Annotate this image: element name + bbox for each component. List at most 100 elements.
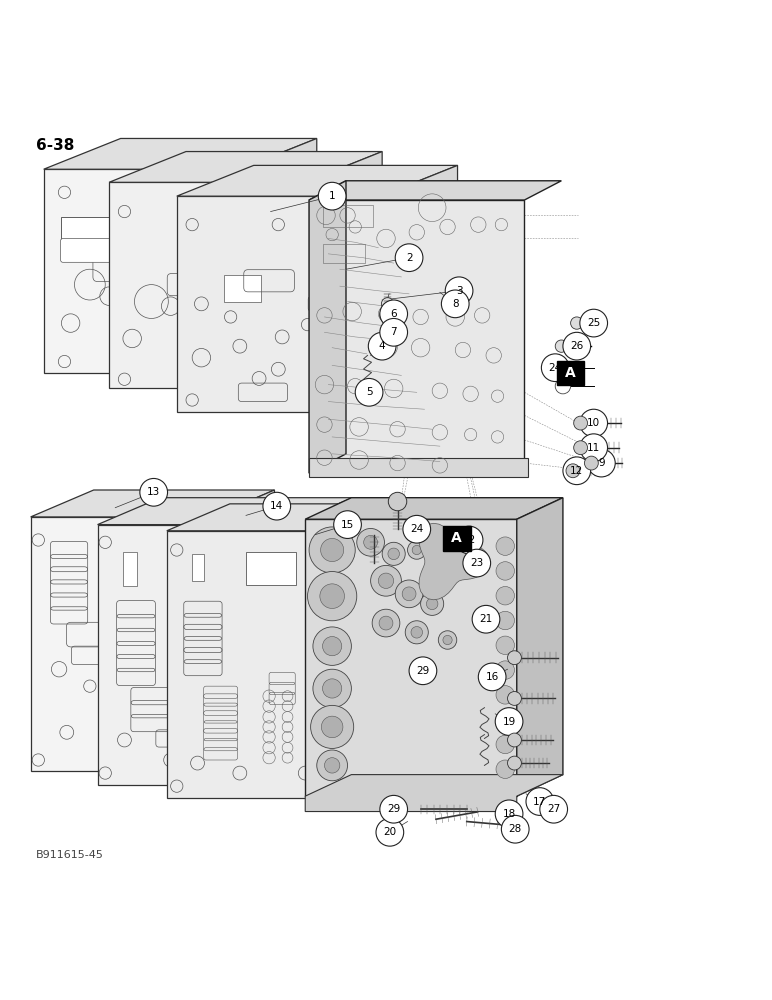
Circle shape xyxy=(318,182,346,210)
Circle shape xyxy=(378,573,394,588)
Circle shape xyxy=(541,354,569,382)
Text: 28: 28 xyxy=(509,824,522,834)
Circle shape xyxy=(376,818,404,846)
Circle shape xyxy=(380,300,408,328)
Circle shape xyxy=(566,464,580,478)
Circle shape xyxy=(317,750,347,781)
Circle shape xyxy=(405,621,428,644)
Bar xyxy=(123,552,137,586)
Text: 2: 2 xyxy=(406,253,412,263)
Circle shape xyxy=(496,537,514,555)
Circle shape xyxy=(313,627,351,665)
Text: 16: 16 xyxy=(486,672,499,682)
Circle shape xyxy=(364,535,378,549)
Circle shape xyxy=(507,733,521,747)
Circle shape xyxy=(496,611,514,630)
Circle shape xyxy=(321,716,343,738)
Polygon shape xyxy=(365,504,428,798)
Text: 9: 9 xyxy=(598,458,604,468)
Circle shape xyxy=(323,679,342,698)
Circle shape xyxy=(140,478,168,506)
Circle shape xyxy=(571,317,583,329)
Circle shape xyxy=(372,609,400,637)
Text: 19: 19 xyxy=(503,717,516,727)
Circle shape xyxy=(555,340,567,352)
Circle shape xyxy=(426,598,438,610)
Text: 27: 27 xyxy=(547,804,560,814)
Circle shape xyxy=(496,686,514,704)
Text: 29: 29 xyxy=(416,666,429,676)
Circle shape xyxy=(507,756,521,770)
Circle shape xyxy=(495,800,523,828)
Polygon shape xyxy=(305,519,516,796)
Polygon shape xyxy=(305,775,563,812)
Circle shape xyxy=(323,637,342,656)
Circle shape xyxy=(540,795,567,823)
Circle shape xyxy=(382,542,405,565)
Text: B911615-45: B911615-45 xyxy=(36,850,104,860)
Circle shape xyxy=(409,657,437,685)
Text: 14: 14 xyxy=(270,501,283,511)
Circle shape xyxy=(421,592,444,615)
Text: 6: 6 xyxy=(391,309,397,319)
Circle shape xyxy=(472,605,499,633)
Circle shape xyxy=(402,587,416,601)
Text: 3: 3 xyxy=(455,286,462,296)
Circle shape xyxy=(309,527,355,573)
Bar xyxy=(62,217,111,254)
Circle shape xyxy=(395,580,423,608)
Polygon shape xyxy=(44,138,317,169)
Text: 22: 22 xyxy=(462,535,476,545)
Circle shape xyxy=(526,788,554,815)
Text: 26: 26 xyxy=(571,341,584,351)
Text: 17: 17 xyxy=(533,797,547,807)
Circle shape xyxy=(368,332,396,360)
Circle shape xyxy=(496,661,514,679)
Circle shape xyxy=(411,627,422,638)
Polygon shape xyxy=(97,498,353,525)
Circle shape xyxy=(263,492,290,520)
Polygon shape xyxy=(109,182,305,388)
Circle shape xyxy=(334,511,361,538)
Bar xyxy=(323,244,365,263)
Polygon shape xyxy=(167,504,428,531)
Circle shape xyxy=(320,584,344,608)
Bar xyxy=(309,458,528,477)
Circle shape xyxy=(574,416,587,430)
Polygon shape xyxy=(31,490,275,517)
Polygon shape xyxy=(240,138,317,373)
Bar xyxy=(225,275,262,302)
Polygon shape xyxy=(31,517,212,771)
Polygon shape xyxy=(167,531,365,798)
Bar xyxy=(246,552,296,585)
Circle shape xyxy=(388,548,399,560)
Text: 15: 15 xyxy=(341,520,354,530)
Circle shape xyxy=(455,526,483,554)
Circle shape xyxy=(313,669,351,708)
Polygon shape xyxy=(381,165,458,412)
Bar xyxy=(443,526,471,551)
Circle shape xyxy=(371,565,401,596)
Text: 29: 29 xyxy=(387,804,401,814)
Polygon shape xyxy=(177,165,458,196)
Text: 13: 13 xyxy=(147,487,161,497)
Circle shape xyxy=(357,528,384,556)
Circle shape xyxy=(496,562,514,580)
Circle shape xyxy=(495,708,523,735)
Circle shape xyxy=(358,382,377,400)
Bar xyxy=(323,205,373,227)
Text: 7: 7 xyxy=(391,327,397,337)
Circle shape xyxy=(307,572,357,621)
Polygon shape xyxy=(305,152,382,388)
Text: 25: 25 xyxy=(587,318,601,328)
Text: 12: 12 xyxy=(571,466,584,476)
Circle shape xyxy=(412,545,422,555)
Polygon shape xyxy=(419,523,489,600)
Circle shape xyxy=(496,735,514,754)
Circle shape xyxy=(310,705,354,748)
Bar xyxy=(557,361,584,385)
Circle shape xyxy=(380,308,395,323)
Text: 1: 1 xyxy=(329,191,336,201)
Circle shape xyxy=(496,636,514,655)
Text: A: A xyxy=(452,531,462,545)
